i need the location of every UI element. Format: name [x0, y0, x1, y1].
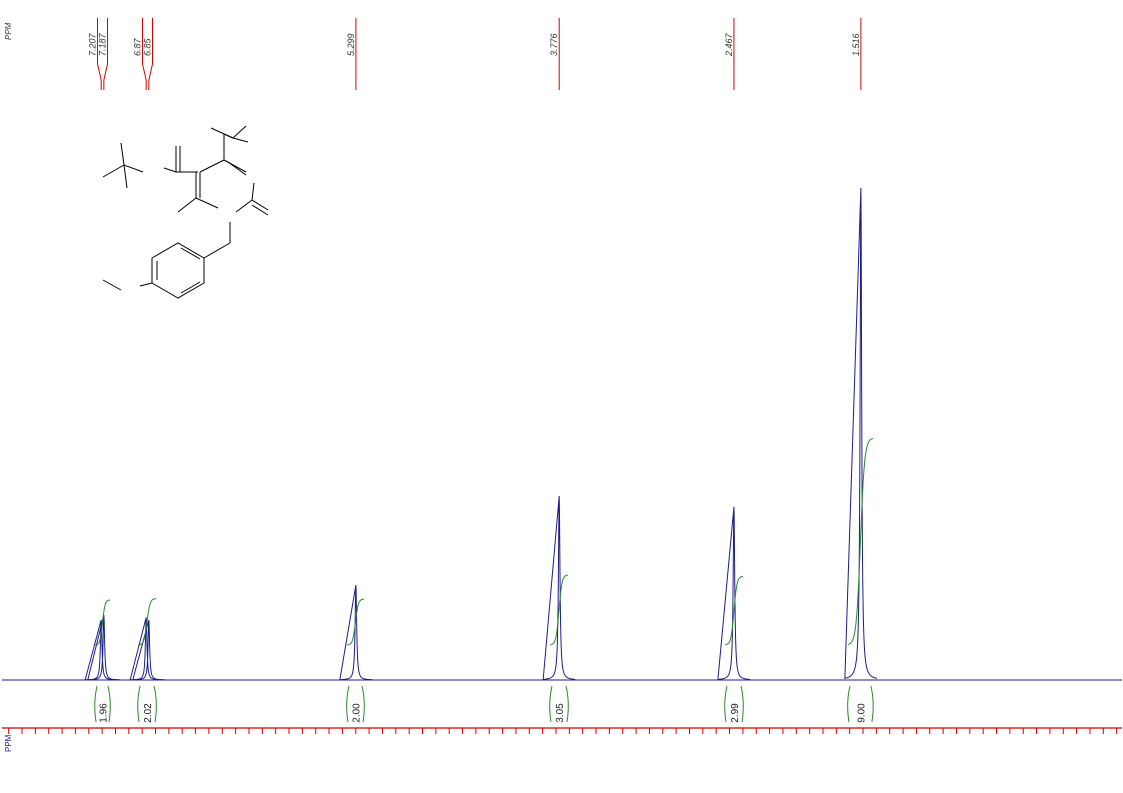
integral-bracket	[107, 685, 111, 723]
integral-bracket	[724, 685, 728, 723]
peak	[132, 619, 165, 681]
integral-bracket	[870, 685, 874, 723]
integral-bracket	[361, 685, 365, 723]
peak-label: 1.516	[851, 33, 861, 56]
integral-curve	[137, 598, 157, 646]
peak-label: 6.87	[133, 37, 143, 56]
peak-label-line	[103, 18, 109, 90]
peak-label-line	[97, 18, 102, 90]
integral-bracket	[94, 685, 98, 723]
peak-label: 7.207	[88, 32, 98, 56]
integral-label: 2.02	[143, 703, 154, 723]
integral-bracket	[740, 685, 744, 723]
peak-label-line	[148, 18, 154, 90]
axis-label: PPM	[4, 734, 13, 752]
peak-label-line	[142, 18, 147, 90]
integral-bracket	[153, 685, 157, 723]
peak-label: 2.467	[724, 32, 734, 57]
integral-curve	[94, 599, 111, 646]
integral-bracket	[847, 685, 851, 723]
integral-bracket	[549, 685, 553, 723]
integral-label: 1.96	[99, 703, 110, 723]
axis-label: PPM	[4, 22, 13, 40]
peak	[542, 495, 576, 680]
integral-curve	[847, 438, 874, 645]
integral-bracket	[565, 685, 569, 723]
integral-label: 2.00	[351, 703, 362, 723]
peak-label: 6.85	[143, 37, 153, 56]
peak	[87, 614, 120, 681]
peak	[844, 187, 878, 679]
integral-curve	[724, 575, 744, 646]
peak-label: 5.299	[346, 33, 356, 56]
integral-bracket	[346, 685, 350, 723]
integral-bracket	[137, 685, 141, 723]
integral-label: 9.00	[856, 703, 867, 723]
integral-curve	[346, 598, 365, 646]
integral-label: 3.05	[555, 703, 566, 723]
structure	[102, 125, 269, 299]
peak-label: 7.187	[98, 32, 108, 56]
peak	[339, 584, 372, 681]
peak-label: 3.776	[549, 33, 559, 56]
integral-curve	[549, 574, 569, 646]
peak	[717, 506, 750, 680]
integral-label: 2.99	[730, 703, 741, 723]
